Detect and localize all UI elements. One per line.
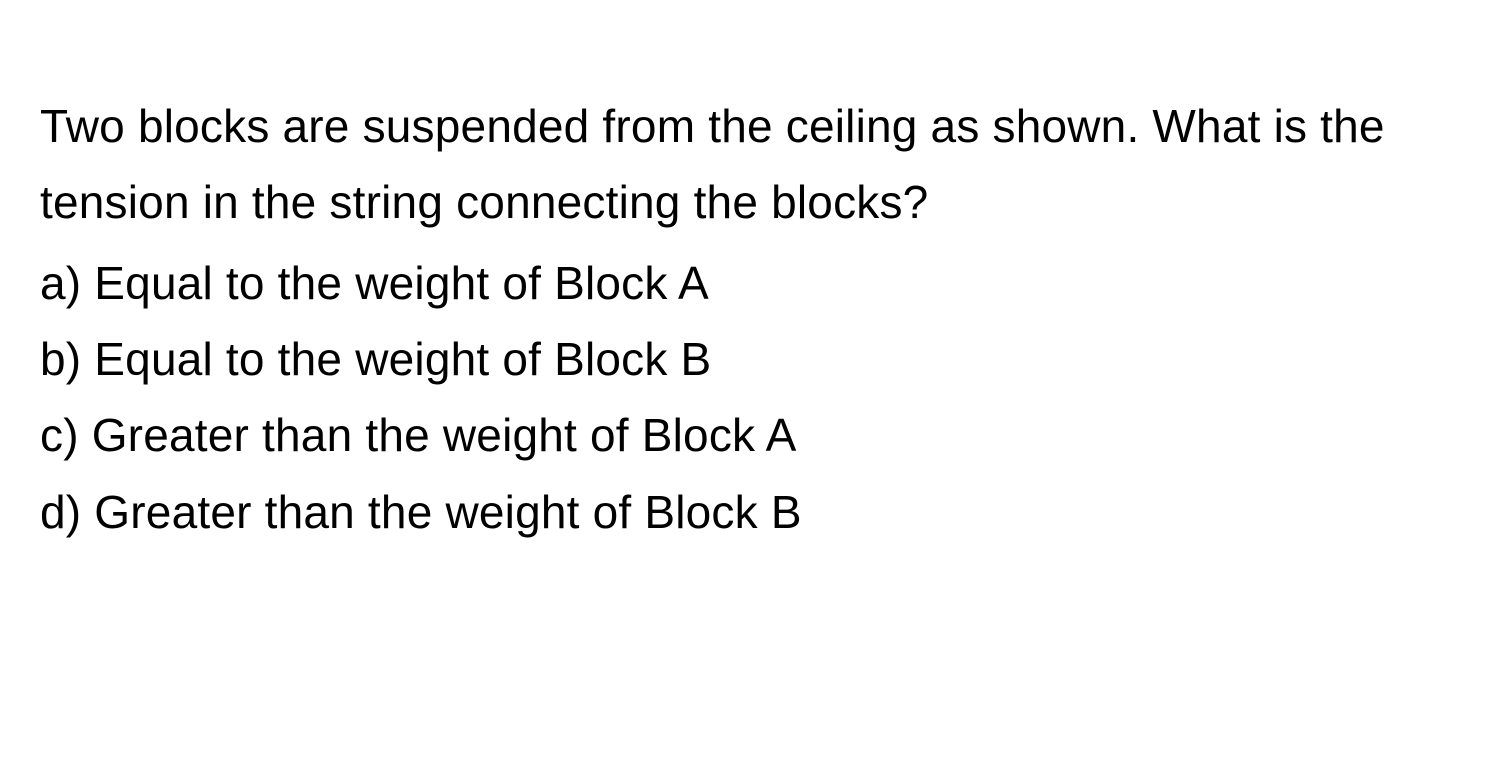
option-d-text: Greater than the weight of Block B xyxy=(94,486,801,538)
option-a-text: Equal to the weight of Block A xyxy=(94,257,709,309)
option-c-text: Greater than the weight of Block A xyxy=(92,409,797,461)
option-b-text: Equal to the weight of Block B xyxy=(94,333,711,385)
option-a: a) Equal to the weight of Block A xyxy=(40,245,1460,321)
option-d-label: d) xyxy=(40,486,81,538)
option-a-label: a) xyxy=(40,257,81,309)
option-d: d) Greater than the weight of Block B xyxy=(40,474,1460,550)
question-text: Two blocks are suspended from the ceilin… xyxy=(40,88,1460,241)
option-b: b) Equal to the weight of Block B xyxy=(40,321,1460,397)
option-b-label: b) xyxy=(40,333,81,385)
question-container: Two blocks are suspended from the ceilin… xyxy=(0,0,1500,590)
option-c-label: c) xyxy=(40,409,79,461)
option-c: c) Greater than the weight of Block A xyxy=(40,397,1460,473)
options-list: a) Equal to the weight of Block A b) Equ… xyxy=(40,245,1460,550)
